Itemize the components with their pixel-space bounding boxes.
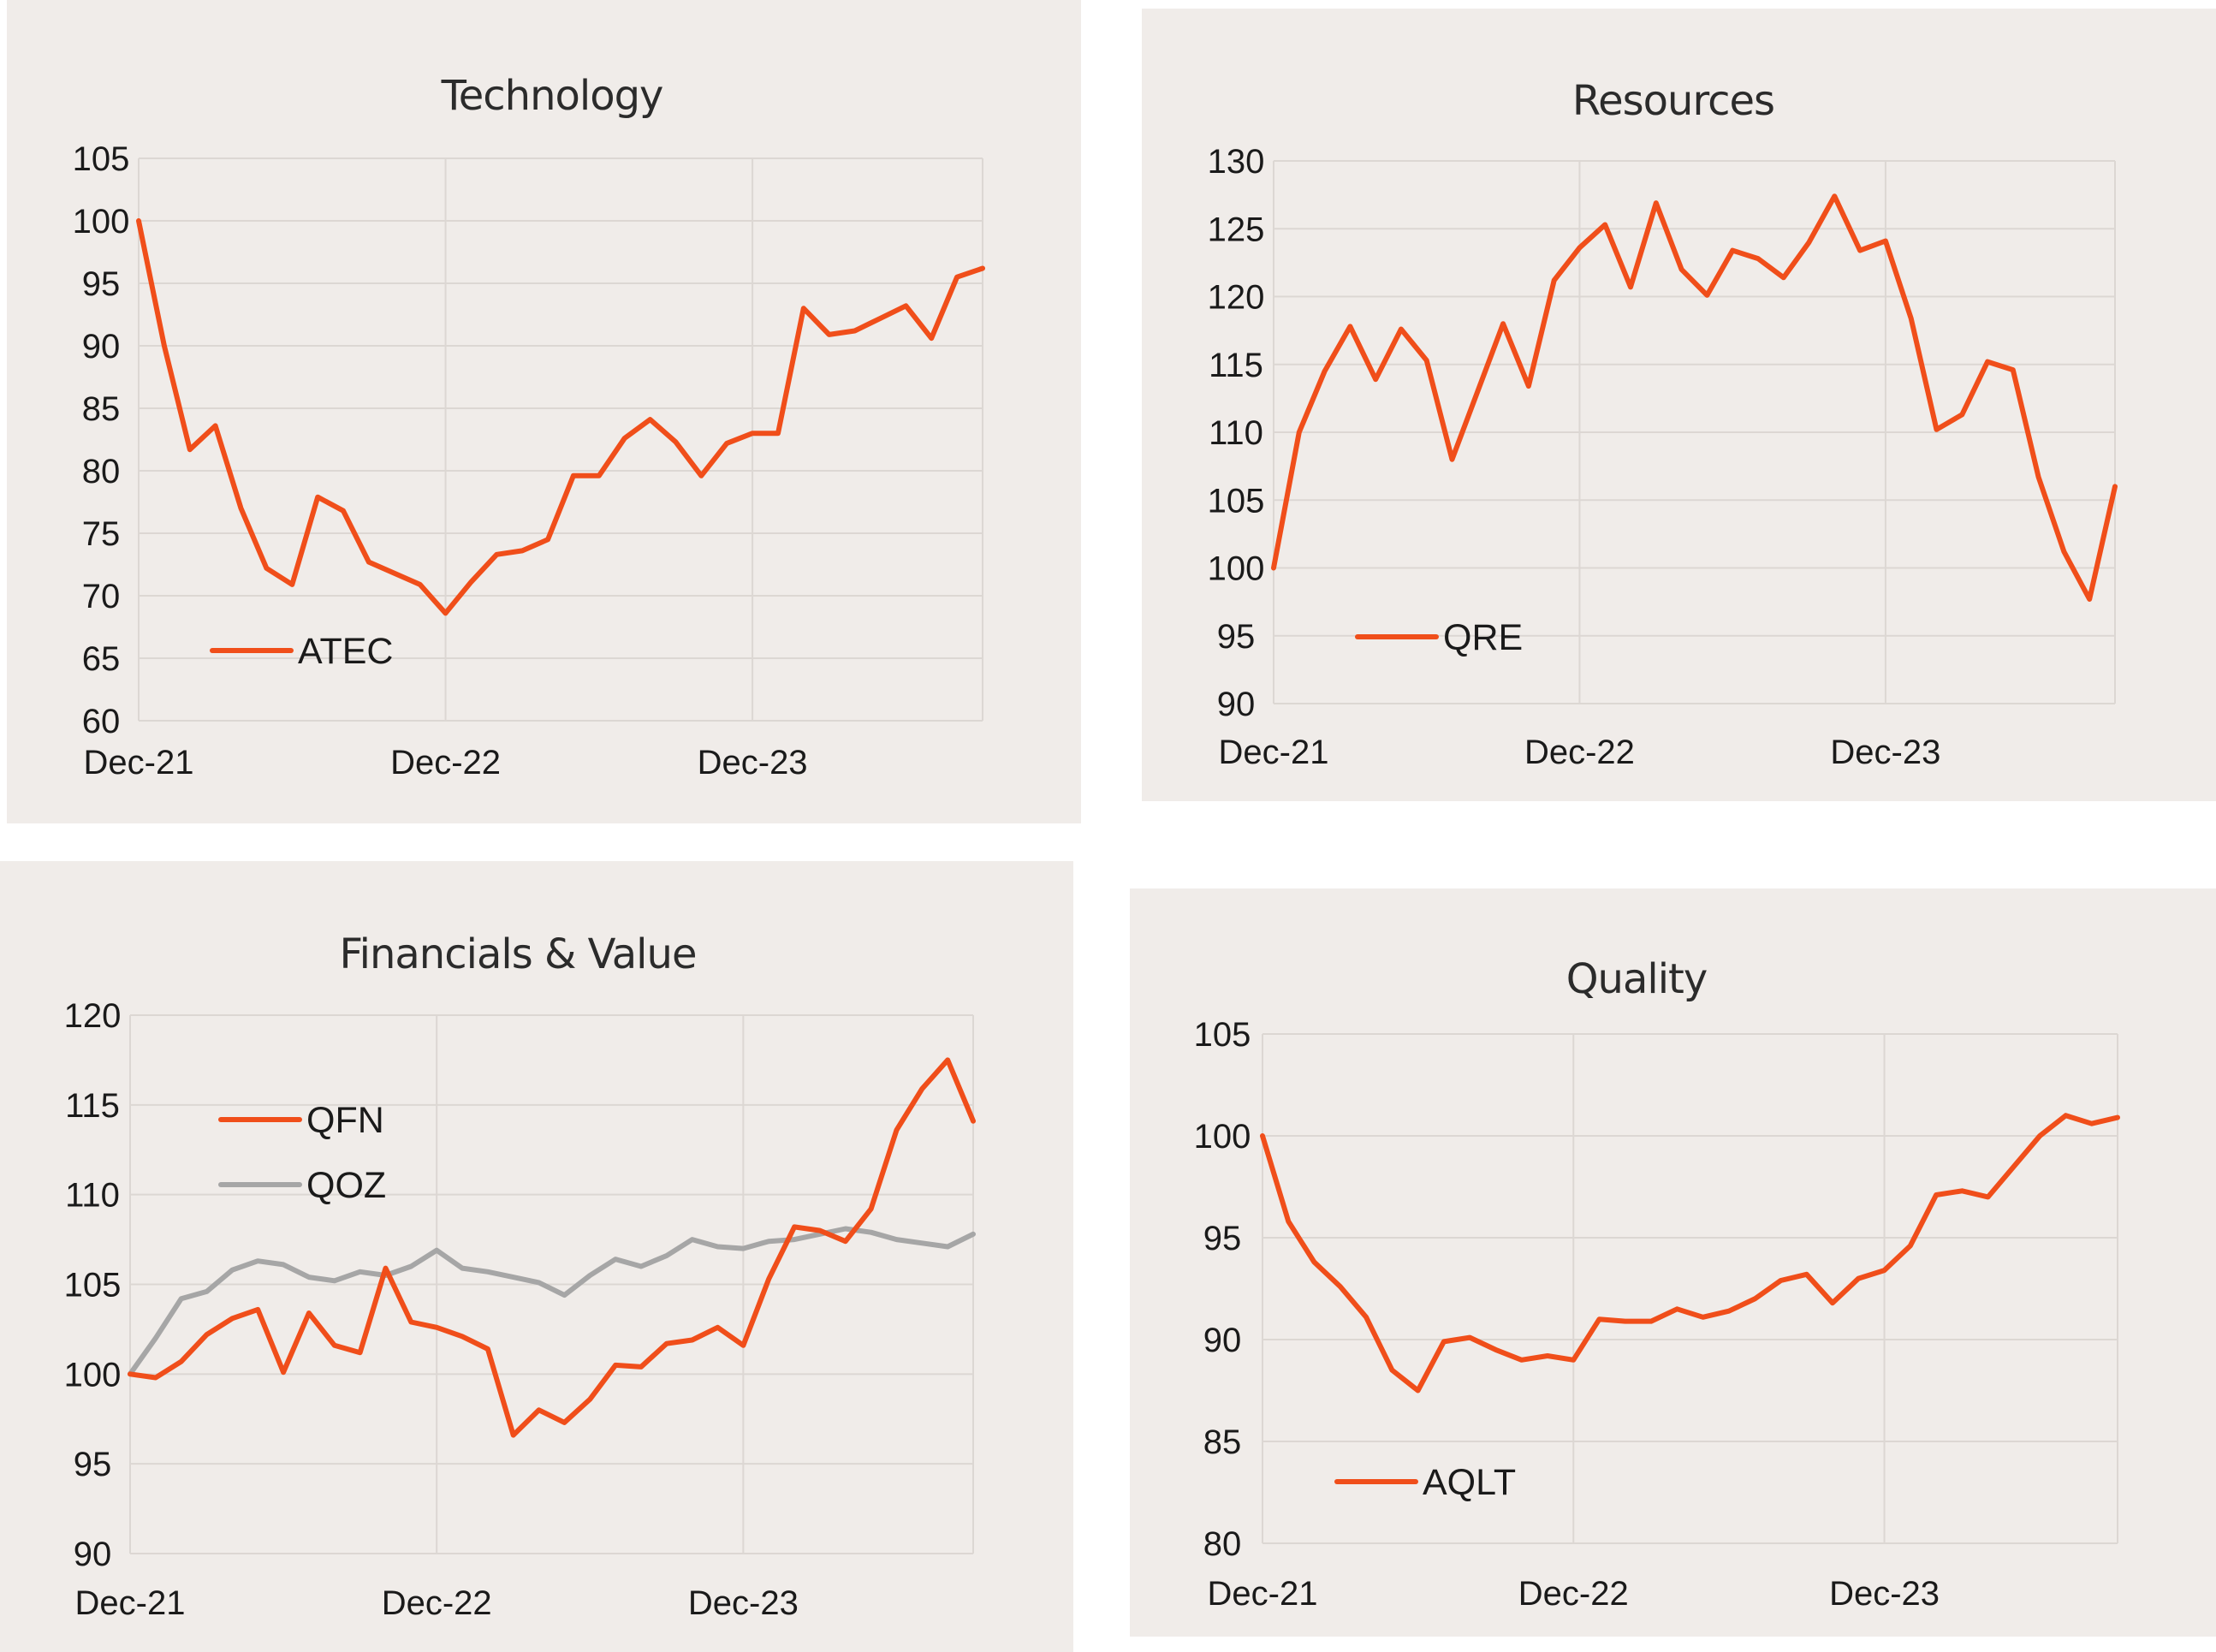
y-tick-label: 80 <box>82 453 121 490</box>
financials-value-chart: Financials & Value 90 95 100 105 110 115 120 D… <box>64 930 976 1622</box>
legend-label: AQLT <box>1423 1462 1516 1503</box>
chart-panel-technology: Technology 60 65 70 75 80 85 90 95 100 105 Dec-21… <box>7 0 1081 823</box>
y-tick-label: 90 <box>74 1536 112 1573</box>
y-tick-label: 80 <box>1203 1525 1242 1563</box>
y-tick-label: 120 <box>64 997 122 1035</box>
y-tick-label: 95 <box>1217 618 1256 656</box>
y-tick-label: 125 <box>1208 211 1265 248</box>
x-tick-label: Dec-22 <box>390 744 501 781</box>
y-tick-label: 90 <box>1217 686 1256 723</box>
chart-panel-resources: Resources 90 95 100 105 110 115 120 125 130 Dec-… <box>1142 9 2216 801</box>
x-tick-label: Dec-21 <box>84 744 194 781</box>
y-tick-label: 95 <box>82 265 121 303</box>
y-tick-label: 100 <box>73 203 130 241</box>
y-tick-label: 105 <box>73 140 130 178</box>
y-tick-label: 100 <box>1194 1118 1251 1156</box>
y-tick-label: 95 <box>1203 1220 1242 1257</box>
series-line-atec <box>136 218 985 616</box>
chart-title: Technology <box>441 72 663 120</box>
x-tick-label: Dec-23 <box>1830 734 1940 771</box>
x-tick-label: Dec-22 <box>1518 1575 1629 1613</box>
series-line-aqlt <box>1260 1113 2120 1394</box>
x-tick-label: Dec-22 <box>1524 734 1635 771</box>
y-tick-label: 105 <box>1194 1016 1251 1054</box>
y-tick-label: 130 <box>1208 143 1265 181</box>
y-tick-label: 60 <box>82 703 121 740</box>
y-tick-label: 110 <box>1209 414 1263 452</box>
series-line-qfn <box>128 1057 976 1438</box>
y-tick-label: 65 <box>82 640 121 678</box>
legend-label: ATEC <box>298 631 394 672</box>
y-tick-label: 100 <box>64 1356 122 1394</box>
y-tick-label: 100 <box>1208 550 1265 588</box>
technology-chart: Technology 60 65 70 75 80 85 90 95 100 105 Dec-21… <box>73 72 985 781</box>
series-line-qoz <box>128 1226 976 1377</box>
y-tick-label: 115 <box>1209 347 1263 384</box>
x-tick-label: Dec-21 <box>1208 1575 1318 1613</box>
y-tick-label: 70 <box>82 578 121 615</box>
y-tick-label: 115 <box>65 1087 120 1125</box>
chart-title: Financials & Value <box>340 930 697 978</box>
chart-panel-financials-value: Financials & Value 90 95 100 105 110 115 120 D… <box>0 861 1073 1652</box>
y-tick-label: 90 <box>1203 1322 1242 1359</box>
x-tick-label: Dec-23 <box>698 744 808 781</box>
y-tick-label: 95 <box>74 1446 112 1483</box>
x-tick-label: Dec-21 <box>1219 734 1329 771</box>
y-tick-label: 85 <box>82 390 121 428</box>
y-tick-label: 90 <box>82 328 121 365</box>
chart-title: Quality <box>1566 955 1708 1003</box>
chart-panel-quality: Quality 80 85 90 95 100 105 Dec-21 Dec-22 Dec-2… <box>1130 888 2216 1637</box>
x-tick-label: Dec-23 <box>688 1584 799 1622</box>
legend-label: QOZ <box>306 1165 386 1206</box>
legend-label: QRE <box>1443 617 1523 658</box>
y-tick-label: 75 <box>82 515 121 553</box>
legend-label: QFN <box>306 1100 384 1141</box>
resources-chart: Resources 90 95 100 105 110 115 120 125 130 Dec-… <box>1208 77 2118 771</box>
y-tick-label: 85 <box>1203 1423 1242 1461</box>
chart-title: Resources <box>1572 77 1774 125</box>
quality-chart: Quality 80 85 90 95 100 105 Dec-21 Dec-22 Dec-2… <box>1194 955 2120 1613</box>
x-tick-label: Dec-22 <box>382 1584 492 1622</box>
series-line-qre <box>1271 193 2118 602</box>
x-tick-label: Dec-21 <box>75 1584 186 1622</box>
y-tick-label: 105 <box>1208 482 1265 520</box>
x-tick-label: Dec-23 <box>1829 1575 1940 1613</box>
y-tick-label: 120 <box>1208 279 1265 317</box>
y-tick-label: 110 <box>65 1177 120 1215</box>
y-tick-label: 105 <box>64 1267 122 1304</box>
